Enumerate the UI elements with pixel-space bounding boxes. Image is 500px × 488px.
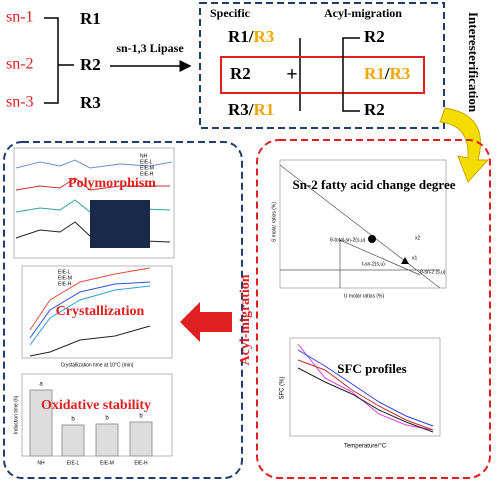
bracket [342, 37, 360, 112]
g: R3 [390, 64, 411, 83]
group: R2 [230, 64, 251, 83]
curve [297, 349, 434, 427]
group: R1/R3 [228, 27, 274, 46]
panel-title: Polymorphism [68, 176, 156, 191]
panel-title: SFC profiles [337, 361, 406, 376]
xrd-curve [15, 177, 170, 191]
plot-frame [21, 265, 173, 359]
point-label: θ-total-sn-2(s,u) [330, 237, 366, 243]
point-label: t-sn-2(s,u) [362, 261, 385, 267]
side-label: Interesterification [466, 12, 481, 113]
bar [95, 423, 119, 457]
panel-title: Oxidative stability [41, 398, 151, 413]
letter: b [71, 417, 75, 423]
left-panel: NH EIE-L EIE-M EIE-H Polymorphism EIE-L … [3, 141, 243, 479]
enzyme: sn-1,3 Lipase [116, 41, 184, 55]
g: R3 [254, 27, 275, 46]
red-arrow [180, 302, 232, 342]
g: R1 [364, 64, 385, 83]
category: EIE-M [100, 460, 114, 466]
bar [29, 389, 53, 457]
curve [297, 367, 434, 433]
label: Specific [210, 6, 251, 20]
group: R3 [80, 93, 101, 112]
legend: NH [140, 153, 148, 159]
curve [29, 267, 151, 331]
g: R1 [228, 27, 249, 46]
panel-title: Crystallization [56, 304, 145, 319]
label: Acyl-migration [324, 6, 402, 20]
g: / [384, 64, 390, 83]
sn-scheme: sn-1 sn-2 sn-3 R1 R2 R3 sn-1,3 Lipase [6, 9, 192, 112]
mark-label: x2 [415, 235, 421, 241]
right-panel: θ-total-sn-2(s,u) t-sn-2(s,u) θ-sn-2 (s,… [256, 139, 491, 479]
bracket [44, 17, 74, 104]
g: R1 [254, 100, 275, 119]
plus: + [286, 64, 297, 86]
g: / [248, 100, 254, 119]
curve [297, 359, 434, 431]
bar [61, 424, 85, 457]
xrd-curve [15, 159, 173, 169]
letter: a [39, 382, 43, 388]
point [368, 235, 376, 243]
box [3, 141, 243, 479]
curve [29, 281, 151, 339]
axis-label: U molar ratios (%) [344, 293, 385, 299]
box [199, 2, 445, 129]
axis-label: Crystallization time at 10°C (min) [61, 362, 134, 368]
point [401, 257, 409, 264]
axis-label: S molar ratios (%) [271, 202, 277, 242]
letter: b [139, 414, 143, 420]
axis-label: SFC (%) [280, 377, 286, 400]
curved-arrow [439, 107, 490, 183]
category: NH [37, 460, 45, 466]
group: R2 [80, 55, 101, 74]
axis-label: Induction time (h) [13, 395, 19, 434]
legend: EIE-H [58, 281, 72, 287]
legend: EIE-H [140, 171, 154, 177]
group: R2 [364, 27, 385, 46]
plot-frame [279, 159, 447, 289]
plot-frame [289, 337, 441, 437]
curve [29, 325, 151, 357]
micrograph [90, 200, 150, 248]
reaction: Specific Acyl-migration R1/R3 R2 + R3/R1… [199, 2, 490, 183]
legend: EIE-L [140, 159, 153, 165]
point-label: θ-sn-2 (s,u) [420, 269, 446, 275]
sn-label: sn-1 [6, 9, 34, 26]
highlight [220, 56, 425, 94]
axis-label: Temperature/°C [344, 444, 387, 450]
category: EIE-H [134, 460, 148, 466]
center-label: Acyl-migration [238, 274, 253, 365]
curve [297, 343, 434, 431]
g: R3 [228, 100, 249, 119]
letter: b [105, 416, 109, 422]
sn-label: sn-2 [6, 56, 34, 73]
box [256, 139, 491, 479]
group: R1 [80, 9, 101, 28]
triangle-lines [279, 164, 441, 289]
group: R1/R3 [364, 64, 410, 83]
g: / [248, 27, 254, 46]
panel-title: Sn-2 fatty acid change degree [293, 177, 456, 192]
mark-label: x1 [412, 255, 418, 261]
legend: EIE-M [140, 165, 154, 171]
curve [29, 285, 151, 346]
legend: EIE-M [58, 275, 72, 281]
bar [129, 421, 153, 457]
legend: EIE-L [58, 269, 71, 275]
sn-label: sn-3 [6, 94, 34, 111]
group: R2 [364, 100, 385, 119]
group: R3/R1 [228, 100, 274, 119]
category: EIE-L [67, 460, 80, 466]
